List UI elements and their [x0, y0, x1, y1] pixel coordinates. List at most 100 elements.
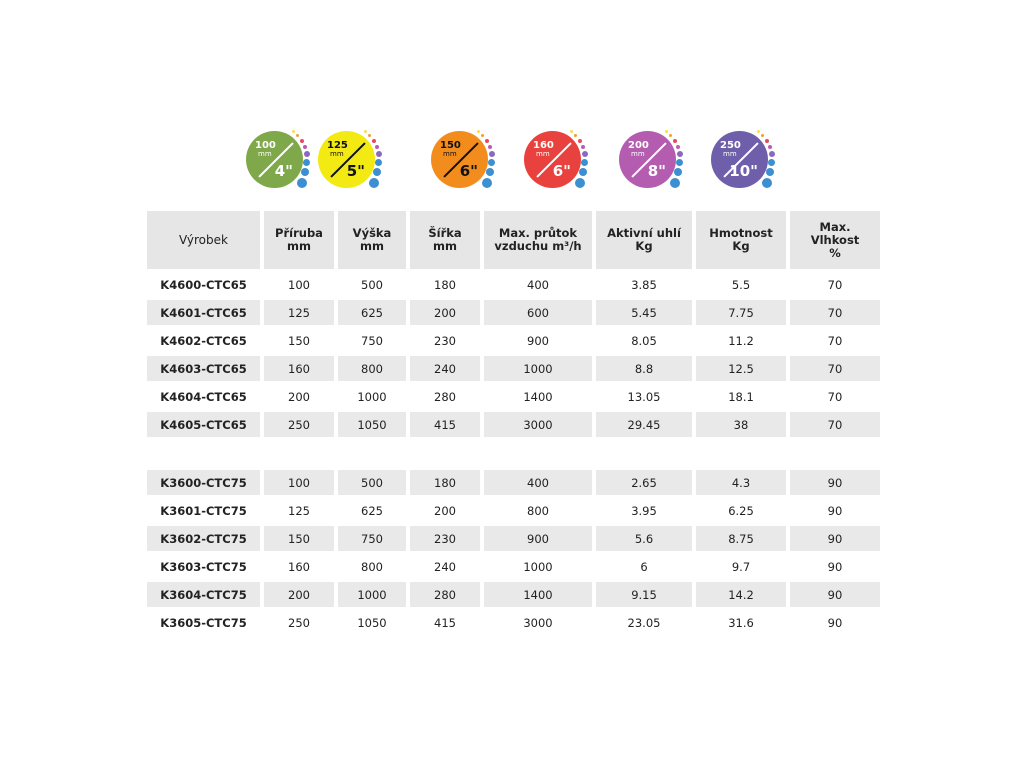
dot-icon [670, 178, 680, 188]
duct-diameter-icon: 100 mm 4" [246, 131, 303, 188]
cell: 70 [790, 356, 880, 381]
cell: 12.5 [696, 356, 786, 381]
dot-icon [373, 168, 381, 176]
product-code: K3601-CTC75 [160, 503, 247, 518]
cell: 200 [288, 389, 310, 404]
dot-icon [669, 134, 672, 137]
header-line: mm [360, 239, 384, 253]
product-code: K3603-CTC75 [160, 559, 247, 574]
cell: 125 [264, 300, 334, 325]
cell: 100 [288, 277, 310, 292]
cell: 7.75 [696, 300, 786, 325]
header-line: Hmotnost [709, 226, 773, 240]
dot-icon [303, 145, 307, 149]
header-line: mm [433, 239, 457, 253]
dot-icon [375, 159, 382, 166]
dot-icon [769, 151, 775, 157]
duct-diameter-icon: 150 mm 6" [431, 131, 488, 188]
header-line: % [829, 245, 841, 260]
mm-value: 100 [255, 140, 276, 151]
duct-diameter-icon: 200 mm 8" [619, 131, 676, 188]
cell: 280 [434, 389, 456, 404]
header-line: Příruba [275, 226, 323, 240]
cell: 200 [264, 582, 334, 607]
cell: 180 [434, 277, 456, 292]
cell: 11.2 [728, 333, 754, 348]
dot-icon [768, 159, 775, 166]
cell: 230 [434, 333, 456, 348]
table-row: K4601-CTC65 125 625 200 600 5.45 7.75 70 [147, 300, 880, 325]
table-row: K3602-CTC75 150 750 230 900 5.6 8.75 90 [147, 526, 880, 551]
header-line: Vlhkost [810, 232, 860, 247]
cell: 625 [361, 503, 383, 518]
cell: 800 [527, 503, 549, 518]
cell: 1000 [484, 356, 592, 381]
cell: 5.45 [596, 300, 692, 325]
dot-icon [300, 139, 304, 143]
dot-icon [368, 134, 371, 137]
dot-icon [765, 139, 769, 143]
cell: 1400 [484, 582, 592, 607]
dot-icon [677, 151, 683, 157]
column-header: Max. Vlhkost% [790, 211, 880, 269]
cell: 900 [484, 526, 592, 551]
header-line: mm [287, 239, 311, 253]
header-line: Max. [819, 219, 851, 234]
dot-icon [766, 168, 774, 176]
cell: 1400 [523, 389, 553, 404]
cell: 400 [484, 470, 592, 495]
size-icon-200: 200 mm 8" [619, 128, 683, 192]
product-code: K3605-CTC75 [160, 615, 247, 630]
dot-icon [673, 139, 677, 143]
cell: 3.95 [631, 503, 657, 518]
header-line: Aktivní uhlí [607, 226, 681, 240]
cell: 3000 [484, 412, 592, 437]
table-row: K4605-CTC65 250 1050 415 3000 29.45 38 70 [147, 412, 880, 437]
dot-icon [304, 151, 310, 157]
mm-unit: mm [536, 150, 550, 158]
cell: 29.45 [596, 412, 692, 437]
dot-icon [486, 168, 494, 176]
cell: 6 [640, 559, 648, 574]
cell: 125 [288, 503, 310, 518]
dot-icon [482, 178, 492, 188]
cell: 31.6 [728, 615, 754, 630]
header-line: Max. průtok [498, 226, 578, 240]
cell: 200 [410, 300, 480, 325]
cell: 180 [410, 470, 480, 495]
table-row: K3603-CTC75 160 800 240 1000 6 9.7 90 [147, 554, 880, 579]
column-header: Šířka mm [410, 211, 480, 269]
dot-icon [376, 151, 382, 157]
cell: 415 [434, 615, 456, 630]
cell: 38 [696, 412, 786, 437]
column-header: Výška mm [338, 211, 406, 269]
dot-icon [582, 151, 588, 157]
header-line: Výrobek [179, 232, 228, 247]
cell: 240 [434, 559, 456, 574]
cell: 160 [264, 356, 334, 381]
cell: 4.3 [696, 470, 786, 495]
cell: 90 [827, 503, 843, 518]
dot-icon [762, 178, 772, 188]
table-row: K3604-CTC75 200 1000 280 1400 9.15 14.2 90 [147, 582, 880, 607]
cell: 8.8 [596, 356, 692, 381]
cell: 415 [410, 412, 480, 437]
dot-icon [485, 139, 489, 143]
header-line: Výška [352, 226, 392, 240]
inch-value: 6" [552, 162, 571, 180]
cell: 500 [361, 277, 383, 292]
table-row: K3605-CTC75 250 1050 415 3000 23.05 31.6 90 [147, 610, 880, 635]
size-icon-160: 160 mm 6" [524, 128, 588, 192]
dot-icon [574, 134, 577, 137]
duct-diameter-icon: 125 mm 5" [318, 131, 375, 188]
dot-icon [581, 145, 585, 149]
inch-value: 5" [346, 162, 365, 180]
table-row: K3601-CTC75 125 625 200 800 3.95 6.25 90 [147, 498, 880, 523]
product-table: Výrobek Příruba mm Výška mm Šířka mm Max. průto… [143, 208, 884, 638]
product-code: K3604-CTC75 [147, 582, 260, 607]
cell: 9.7 [731, 559, 751, 574]
dot-icon [761, 134, 764, 137]
column-header: Příruba mm [264, 211, 334, 269]
cell: 150 [264, 526, 334, 551]
column-header: Výrobek [147, 211, 260, 269]
